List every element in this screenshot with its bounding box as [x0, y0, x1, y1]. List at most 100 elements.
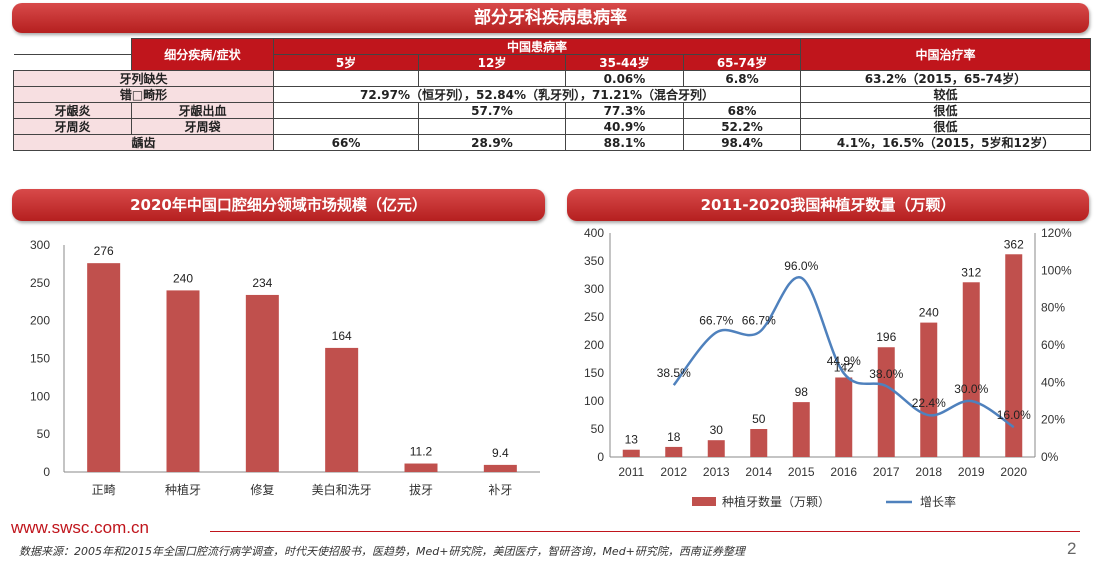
line-data-label: 38.0% — [869, 367, 903, 381]
data-label: 276 — [94, 244, 114, 258]
header-treat-rate: 中国治疗率 — [800, 38, 1092, 71]
table-cell: 较低 — [800, 86, 1092, 103]
x-tick-label: 补牙 — [488, 483, 512, 497]
legend-line-label: 增长率 — [920, 494, 956, 509]
left-tick-label: 300 — [584, 282, 604, 296]
table-row: 龋齿 66% 28.9% 88.1% 98.4% 4.1%，16.5%（2015… — [13, 134, 1092, 151]
table-cell: 66% — [273, 134, 419, 151]
right-tick-label: 80% — [1041, 301, 1065, 315]
bar-data-label: 30 — [710, 423, 724, 437]
row-label: 龋齿 — [13, 134, 274, 151]
data-label: 240 — [173, 271, 193, 285]
legend-bar-swatch — [692, 497, 716, 506]
row-sublabel: 牙周袋 — [131, 118, 274, 135]
right-tick-label: 100% — [1041, 263, 1072, 277]
page-number: 2 — [1067, 539, 1077, 558]
bar-data-label: 312 — [961, 265, 981, 279]
data-label: 164 — [332, 329, 352, 343]
line-data-label: 66.7% — [742, 313, 776, 327]
table-cell: 52.2% — [682, 118, 802, 135]
right-tick-label: 0% — [1041, 450, 1059, 464]
right-tick-label: 40% — [1041, 375, 1065, 389]
header-age: 12岁 — [418, 54, 566, 71]
bar-data-label: 196 — [876, 330, 896, 344]
table-cell: 98.4% — [682, 134, 802, 151]
right-tick-label: 20% — [1041, 413, 1065, 427]
table-cell: 0.06% — [565, 70, 684, 87]
y-tick-label: 100 — [30, 389, 50, 403]
bar-data-label: 13 — [625, 433, 639, 447]
table-cell: 72.97%（恒牙列），52.84%（乳牙列），71.21%（混合牙列） — [272, 86, 802, 103]
source-note: 数据来源：2005年和2015年全国口腔流行病学调查，时代天使招股书，医趋势，M… — [19, 545, 745, 558]
table-cell — [418, 118, 566, 135]
data-label: 9.4 — [492, 446, 509, 460]
bar — [1005, 254, 1023, 457]
table-cell — [273, 70, 419, 87]
x-tick-label: 2015 — [788, 465, 815, 479]
bar — [920, 322, 938, 457]
line-data-label: 44.9% — [827, 354, 861, 368]
corner-cell — [13, 38, 132, 55]
x-tick-label: 正畸 — [92, 483, 116, 497]
bar — [166, 290, 200, 472]
left-tick-label: 0 — [597, 450, 604, 464]
bar-data-label: 362 — [1004, 237, 1024, 251]
data-label: 11.2 — [410, 445, 433, 459]
left-tick-label: 50 — [591, 422, 605, 436]
left-tick-label: 150 — [584, 366, 604, 380]
table-row: 牙周炎 牙周袋 40.9% 52.2% 很低 — [13, 118, 1092, 135]
table-cell: 28.9% — [418, 134, 566, 151]
y-tick-label: 150 — [30, 352, 50, 366]
table-cell: 88.1% — [565, 134, 684, 151]
line-data-label: 96.0% — [784, 259, 818, 273]
x-tick-label: 2011 — [618, 465, 644, 479]
table-row: 牙列缺失 0.06% 6.8% 63.2%（2015，65-74岁） — [13, 70, 1092, 87]
x-tick-label: 美白和洗牙 — [312, 482, 372, 497]
bar — [835, 377, 853, 457]
x-tick-label: 修复 — [250, 482, 274, 497]
y-tick-label: 50 — [37, 427, 51, 441]
table-cell: 77.3% — [565, 102, 684, 119]
row-label: 错□畸形 — [13, 86, 274, 103]
x-tick-label: 2018 — [915, 465, 942, 479]
x-tick-label: 2017 — [873, 465, 900, 479]
bar — [792, 402, 810, 457]
bar-data-label: 50 — [752, 412, 766, 426]
bar — [962, 282, 980, 457]
bar — [665, 446, 683, 457]
left-tick-label: 400 — [584, 226, 604, 240]
line-data-label: 30.0% — [954, 382, 988, 396]
y-tick-label: 250 — [30, 276, 50, 290]
brand-url: www.swsc.com.cn — [11, 518, 149, 537]
table-row: 牙龈炎 牙龈出血 57.7% 77.3% 68% 很低 — [13, 102, 1092, 119]
prevalence-table: 细分疾病/症状 中国患病率 中国治疗率 5岁 12岁 35-44岁 65-74岁… — [13, 38, 1092, 151]
y-tick-label: 300 — [30, 238, 50, 252]
header-age: 35-44岁 — [565, 54, 684, 71]
table-cell: 63.2%（2015，65-74岁） — [800, 70, 1092, 87]
table-cell — [273, 102, 419, 119]
right-tick-label: 120% — [1041, 226, 1072, 240]
table-title: 部分牙科疾病患病率 — [12, 3, 1089, 33]
growth-rate-line — [672, 276, 1015, 429]
x-tick-label: 2016 — [830, 465, 857, 479]
x-tick-label: 2019 — [958, 465, 985, 479]
right-chart-title: 2011-2020我国种植牙数量（万颗） — [567, 189, 1089, 221]
header-subcat: 细分疾病/症状 — [131, 38, 274, 71]
table-cell: 68% — [682, 102, 802, 119]
bar — [707, 440, 725, 457]
x-tick-label: 2020 — [1000, 465, 1027, 479]
row-label: 牙龈炎 — [13, 102, 132, 119]
bar-data-label: 98 — [795, 385, 809, 399]
line-data-label: 22.4% — [912, 396, 946, 410]
left-chart-title: 2020年中国口腔细分领域市场规模（亿元） — [12, 189, 545, 221]
bar — [325, 347, 359, 472]
bar — [245, 294, 279, 472]
header-age: 65-74岁 — [682, 54, 802, 71]
footer-divider — [210, 531, 1080, 532]
x-tick-label: 拔牙 — [409, 482, 433, 497]
header-china-rate: 中国患病率 — [272, 38, 802, 55]
row-label: 牙周炎 — [13, 118, 132, 135]
y-tick-label: 200 — [30, 314, 50, 328]
table-cell — [418, 70, 566, 87]
bar — [877, 347, 895, 457]
